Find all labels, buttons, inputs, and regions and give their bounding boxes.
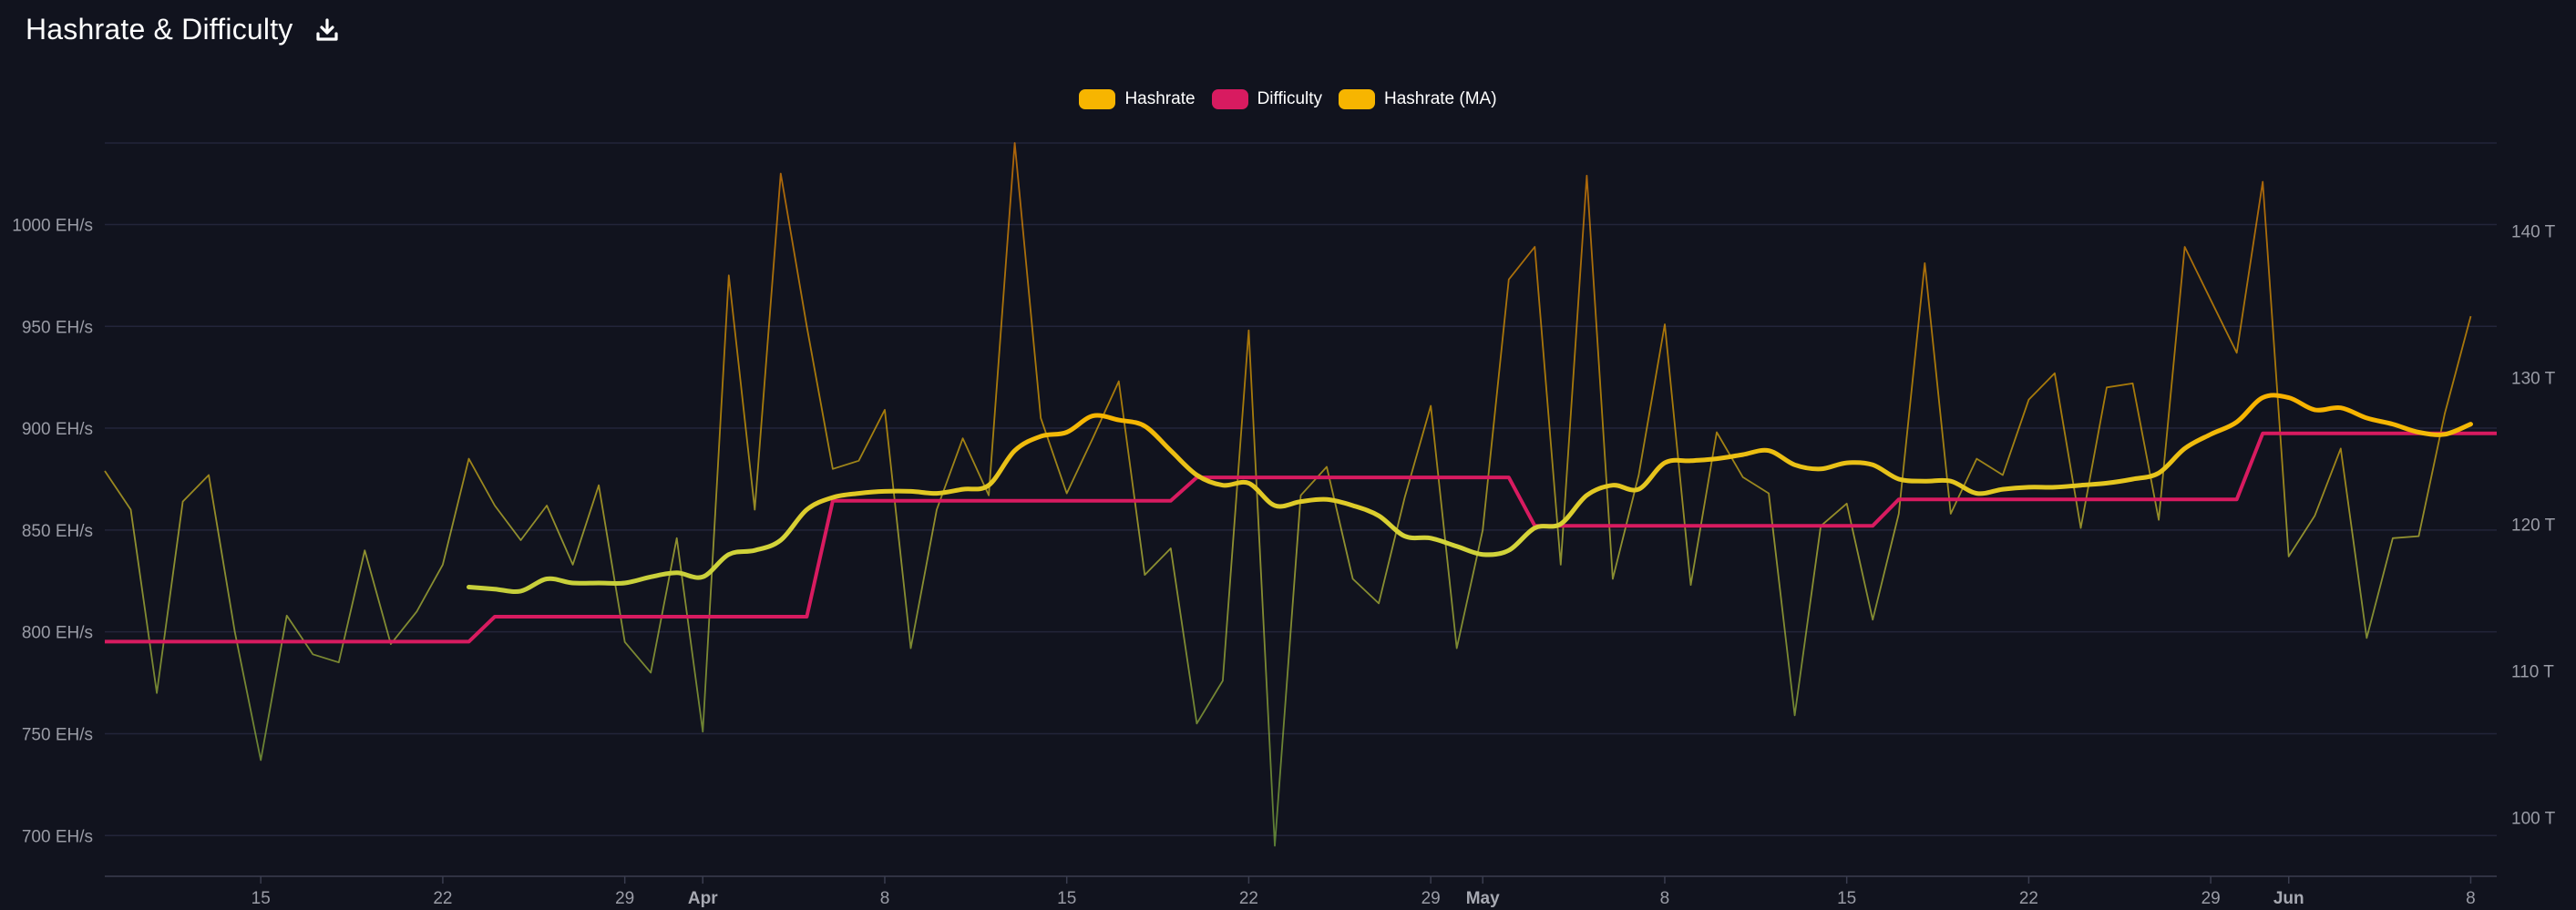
chart-legend: Hashrate Difficulty Hashrate (MA) <box>0 89 2576 109</box>
x-tick-label: 15 <box>251 889 271 908</box>
y-right-tick-label: 120 T <box>2511 516 2556 536</box>
x-tick-label: 22 <box>2019 889 2038 908</box>
x-tick-label: 29 <box>1421 889 1441 908</box>
x-tick-label: 22 <box>1239 889 1258 908</box>
series-line-difficulty <box>105 431 2497 644</box>
x-tick-label: 29 <box>615 889 634 908</box>
x-tick-label: 15 <box>1837 889 1856 908</box>
x-tick-label: Apr <box>688 889 718 908</box>
legend-item-difficulty[interactable]: Difficulty <box>1211 89 1323 109</box>
y-right-tick-label: 130 T <box>2511 370 2556 389</box>
x-tick-label: May <box>1466 889 1500 908</box>
legend-swatch-difficulty <box>1211 89 1248 109</box>
x-tick-label: 8 <box>880 889 890 908</box>
legend-swatch-hashrate <box>1079 89 1116 109</box>
y-right-tick-label: 140 T <box>2511 223 2556 242</box>
download-icon[interactable] <box>313 16 341 44</box>
series-line-hashrate-ma <box>467 393 2473 594</box>
x-tick-label: 22 <box>433 889 452 908</box>
y-left-tick-label: 950 EH/s <box>22 318 93 337</box>
y-right-tick-label: 100 T <box>2511 810 2556 829</box>
y-left-tick-label: 900 EH/s <box>22 420 93 439</box>
legend-label-difficulty: Difficulty <box>1257 89 1323 108</box>
y-left-tick-label: 700 EH/s <box>22 827 93 846</box>
y-left-tick-label: 750 EH/s <box>22 725 93 744</box>
x-tick-label: 15 <box>1057 889 1076 908</box>
x-tick-label: Jun <box>2273 889 2304 908</box>
chart-header: Hashrate & Difficulty <box>26 13 341 46</box>
legend-swatch-hashrate-ma <box>1339 89 1376 109</box>
x-tick-label: 8 <box>1660 889 1670 908</box>
x-tick-label: 29 <box>2201 889 2221 908</box>
legend-item-hashrate-ma[interactable]: Hashrate (MA) <box>1339 89 1497 109</box>
y-left-tick-label: 800 EH/s <box>22 624 93 643</box>
legend-label-hashrate-ma: Hashrate (MA) <box>1384 89 1497 108</box>
legend-label-hashrate: Hashrate <box>1124 89 1196 108</box>
legend-item-hashrate[interactable]: Hashrate <box>1079 89 1196 109</box>
page-title: Hashrate & Difficulty <box>26 13 293 46</box>
y-right-tick-label: 110 T <box>2511 663 2554 682</box>
x-tick-label: 8 <box>2466 889 2476 908</box>
series-line-hashrate <box>104 142 2472 847</box>
y-left-tick-label: 850 EH/s <box>22 522 93 541</box>
y-left-tick-label: 1000 EH/s <box>12 216 93 235</box>
